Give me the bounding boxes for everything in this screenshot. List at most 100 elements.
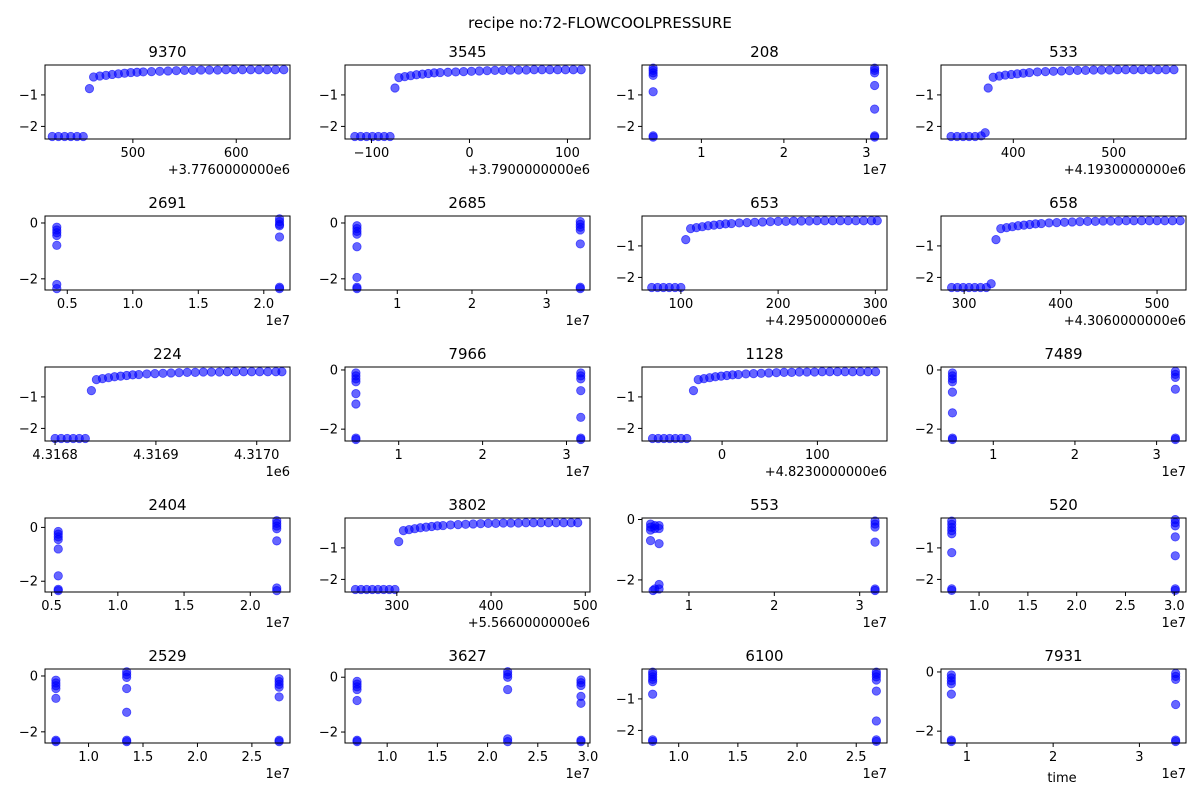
data-point [986,279,996,289]
axes-frame [344,366,591,442]
x-exponent-label: 1e6 [265,465,290,480]
figure-title: recipe no:72-FLOWCOOLPRESSURE [468,14,732,32]
x-tick-label: 1.0 [969,599,990,614]
x-tick-label: 0.5 [41,599,62,614]
data-point [503,672,513,682]
data-point [817,367,827,377]
data-point [733,369,743,380]
y-tick-label: 0 [330,216,338,231]
y-tick-label: −2 [616,422,635,437]
data-point [221,65,231,75]
x-tick-label: 1 [393,297,401,312]
x-tick-label: 500 [573,599,598,614]
y-tick-label: −2 [915,573,934,588]
x-tick-label: 1.0 [78,750,99,765]
data-point [688,386,699,396]
subplot-title: 2404 [148,496,186,514]
data-point [122,683,132,694]
data-point [870,132,880,142]
data-point [576,374,586,384]
data-point [809,367,820,377]
x-tick-label: 300 [952,297,977,312]
y-tick-label: −1 [915,88,934,103]
data-point [1052,218,1062,228]
x-exponent-label: 1e7 [862,616,887,631]
data-point [1171,736,1181,747]
subplot-520: 520 1.0 1.5 2.0 2.5 3.0 −2 −1 1e7 [915,496,1187,631]
data-point [654,523,664,534]
data-point [871,736,881,747]
y-tick-label: −1 [915,239,934,254]
axes-frame [44,517,291,593]
data-point [503,684,513,695]
x-tick-label: 2.0 [240,599,261,614]
x-exponent-label: 1e7 [565,314,590,329]
y-tick-label: −2 [915,271,934,286]
data-point [946,689,956,699]
data-point [443,67,453,77]
data-point [52,240,62,250]
subplot-title: 2685 [448,194,486,212]
data-point [237,65,248,75]
data-point [196,65,206,75]
data-point [270,65,281,75]
x-offset-label: +3.7760000000e6 [168,163,290,178]
y-tick-label: 0 [330,671,338,686]
x-tick-label: 2.5 [242,750,263,765]
data-point [1129,216,1139,226]
x-tick-label: 1.0 [377,750,398,765]
data-point [352,272,362,283]
y-tick-label: −1 [915,541,934,556]
data-point [947,529,957,539]
x-tick-label: 3.0 [578,750,599,765]
axes-frame [940,215,1187,291]
x-offset-label: +3.7900000000e6 [468,163,590,178]
data-point [122,707,132,717]
data-point [179,65,190,75]
data-point [246,65,256,75]
data-point [214,367,225,377]
data-point [1153,65,1163,75]
data-point [835,216,845,226]
subplot-224: 224 4.3168 4.3169 4.3170 −2 −1 1e6 [19,345,291,480]
data-point [575,283,585,294]
data-point [503,737,513,747]
y-tick-label: −2 [319,423,338,438]
data-point [820,216,830,226]
y-tick-label: −2 [915,423,934,438]
data-point [575,239,585,249]
x-tick-label: 400 [1048,297,1073,312]
data-point [529,65,539,75]
data-point [648,736,658,747]
axes-frame [641,64,888,140]
data-point [779,367,789,377]
axes-frame [44,215,291,291]
x-tick-label: 200 [766,297,791,312]
y-tick-label: 0 [627,513,635,528]
data-point [461,519,471,529]
data-point [453,520,463,530]
data-point [870,537,880,547]
y-tick-label: −2 [319,726,338,741]
data-point [52,283,62,294]
data-point [239,367,249,377]
data-point [352,737,362,747]
y-tick-label: 0 [30,521,38,536]
subplot-title: 9370 [148,43,186,61]
y-tick-label: −2 [616,724,635,739]
data-point [1137,65,1147,75]
subplot-7966: 7966 1 2 3 −2 0 1e7 [319,345,591,480]
data-point [827,216,838,226]
data-point [390,83,400,93]
data-point [648,585,658,596]
data-point [171,66,181,76]
data-point [274,232,285,242]
x-tick-label: 2.0 [253,297,274,312]
data-point [804,216,814,226]
data-point [1044,218,1054,228]
data-point [870,68,880,78]
y-tick-label: −2 [616,271,635,286]
data-point [272,536,282,546]
subplot-2404: 2404 0.5 1.0 1.5 2.0 −2 0 1e7 [19,496,291,631]
